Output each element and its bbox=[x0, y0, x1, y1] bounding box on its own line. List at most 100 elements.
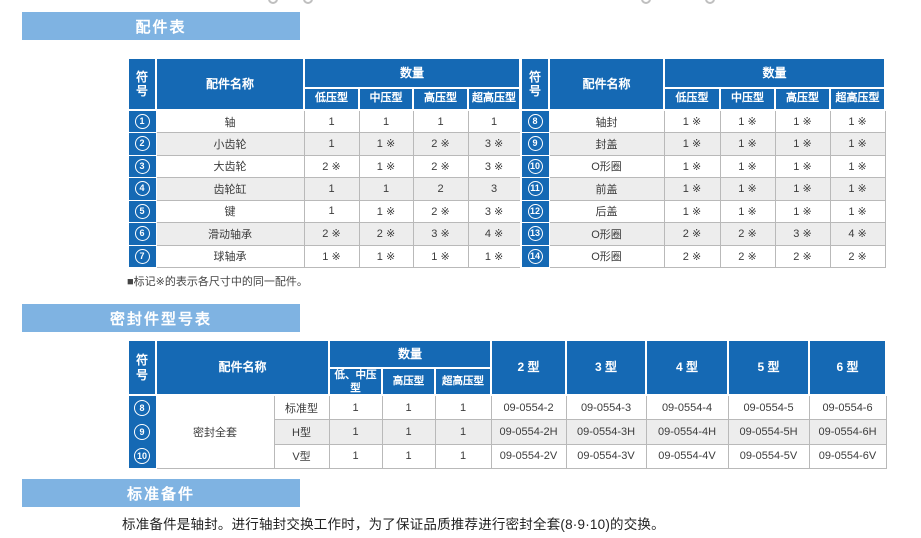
table-row: 9 封盖 1 ※ 1 ※ 1 ※ 1 ※ bbox=[520, 132, 886, 156]
model-number-cell: 09-0554-2V bbox=[490, 443, 567, 470]
model-number-cell: 09-0554-4H bbox=[645, 419, 729, 445]
qty-cell: 1 bbox=[434, 394, 492, 421]
qty-cell: 1 ※ bbox=[774, 154, 831, 178]
header-high-pressure: 高压型 bbox=[774, 87, 831, 111]
qty-cell: 1 ※ bbox=[829, 154, 886, 178]
qty-cell: 1 ※ bbox=[829, 109, 886, 133]
model-number-cell: 09-0554-6H bbox=[808, 419, 887, 445]
header-low-pressure: 低压型 bbox=[303, 87, 360, 111]
header-symbol: 符号 bbox=[127, 338, 157, 397]
qty-cell: 2 ※ bbox=[663, 222, 721, 246]
header-size-6: 6 型 bbox=[808, 338, 888, 397]
qty-cell: 1 ※ bbox=[774, 132, 831, 156]
qty-cell: 2 ※ bbox=[303, 222, 360, 246]
qty-cell: 1 bbox=[434, 419, 492, 445]
qty-cell: 3 bbox=[467, 177, 521, 201]
qty-cell: 2 ※ bbox=[412, 154, 469, 178]
table-row: 14 O形圈 2 ※ 2 ※ 2 ※ 2 ※ bbox=[520, 244, 886, 268]
table-row: 1 轴 1 1 1 1 bbox=[127, 109, 521, 133]
model-number-cell: 09-0554-4 bbox=[645, 394, 729, 421]
symbol-cell: 11 bbox=[520, 177, 550, 201]
qty-cell: 1 ※ bbox=[829, 199, 886, 223]
part-name-cell: 球轴承 bbox=[155, 244, 305, 268]
circled-number: 5 bbox=[134, 203, 150, 219]
symbol-cell: 8 bbox=[520, 109, 550, 133]
model-number-cell: 09-0554-2 bbox=[490, 394, 567, 421]
model-number-cell: 09-0554-5H bbox=[727, 419, 810, 445]
table-row: 8 9 10 密封全套 标准型 1 1 1 09-0554-2 09-0554-… bbox=[127, 394, 887, 470]
qty-cell: 2 ※ bbox=[412, 199, 469, 223]
symbol-cell: 1 bbox=[127, 109, 157, 133]
circled-number: 13 bbox=[527, 226, 543, 242]
section-banner-spares: 标准备件 bbox=[22, 479, 300, 507]
table-row: 7 球轴承 1 ※ 1 ※ 1 ※ 1 ※ bbox=[127, 244, 521, 268]
table-row: 2 小齿轮 1 1 ※ 2 ※ 3 ※ bbox=[127, 132, 521, 156]
circled-number: 12 bbox=[527, 203, 543, 219]
qty-cell: 1 ※ bbox=[663, 132, 721, 156]
qty-cell: 1 ※ bbox=[358, 132, 414, 156]
header-symbol: 符号 bbox=[520, 57, 550, 111]
section-banner-parts: 配件表 bbox=[22, 12, 300, 40]
parts-table-right: 符号 配件名称 数量 低压型 中压型 高压型 超高压型 8 轴封 1 ※ 1 ※… bbox=[520, 57, 887, 268]
table-row: 3 大齿轮 2 ※ 1 ※ 2 ※ 3 ※ bbox=[127, 154, 521, 178]
qty-cell: 1 ※ bbox=[358, 154, 414, 178]
model-number-cell: 09-0554-4V bbox=[645, 443, 729, 470]
part-name-cell: 前盖 bbox=[548, 177, 665, 201]
qty-cell: 1 ※ bbox=[719, 177, 776, 201]
qty-cell: 2 ※ bbox=[663, 244, 721, 268]
qty-cell: 1 ※ bbox=[358, 199, 414, 223]
header-mid-pressure: 中压型 bbox=[719, 87, 776, 111]
table-row: 11 前盖 1 ※ 1 ※ 1 ※ 1 ※ bbox=[520, 177, 886, 201]
qty-cell: 1 bbox=[434, 443, 492, 470]
qty-cell: 2 ※ bbox=[829, 244, 886, 268]
table-row: 5 键 1 1 ※ 2 ※ 3 ※ bbox=[127, 199, 521, 223]
symbol-cell: 7 bbox=[127, 244, 157, 268]
header-quantity: 数量 bbox=[328, 339, 493, 369]
qty-cell: 2 ※ bbox=[412, 132, 469, 156]
circled-number: 14 bbox=[527, 248, 543, 264]
part-name-cell: O形圈 bbox=[548, 244, 665, 268]
header-symbol: 符号 bbox=[127, 57, 157, 111]
qty-cell: 1 bbox=[381, 443, 436, 470]
part-name-cell: 轴 bbox=[155, 109, 305, 133]
model-number-cell: 09-0554-5V bbox=[727, 443, 810, 470]
table-row: V型 1 1 1 09-0554-2V 09-0554-3V 09-0554-4… bbox=[128, 443, 887, 470]
qty-cell: 3 ※ bbox=[467, 154, 521, 178]
qty-cell: 4 ※ bbox=[467, 222, 521, 246]
header-ultra-pressure: 超高压型 bbox=[466, 87, 522, 111]
qty-cell: 1 bbox=[303, 109, 360, 133]
table-row: 8 轴封 1 ※ 1 ※ 1 ※ 1 ※ bbox=[520, 109, 886, 133]
header-low-pressure: 低压型 bbox=[663, 87, 721, 111]
table-row: H型 1 1 1 09-0554-2H 09-0554-3H 09-0554-4… bbox=[128, 419, 887, 445]
qty-cell: 1 bbox=[467, 109, 521, 133]
model-number-cell: 09-0554-2H bbox=[490, 419, 567, 445]
cutoff-circle-artifact bbox=[641, 0, 651, 4]
qty-cell: 1 bbox=[358, 109, 414, 133]
qty-cell: 1 bbox=[381, 419, 436, 445]
qty-cell: 3 ※ bbox=[774, 222, 831, 246]
symbol-cell: 8 9 10 bbox=[127, 394, 157, 470]
symbol-cell: 13 bbox=[520, 222, 550, 246]
model-number-cell: 09-0554-3 bbox=[565, 394, 647, 421]
spares-description: 标准备件是轴封。进行轴封交换工作时，为了保证品质推荐进行密封全套(8·9·10)… bbox=[122, 517, 665, 532]
header-size-5: 5 型 bbox=[727, 338, 811, 397]
circled-number: 9 bbox=[527, 136, 543, 152]
qty-cell: 1 ※ bbox=[663, 199, 721, 223]
symbol-cell: 10 bbox=[520, 154, 550, 178]
qty-cell: 1 ※ bbox=[719, 132, 776, 156]
part-name-cell: 后盖 bbox=[548, 199, 665, 223]
table-row: 6 滑动轴承 2 ※ 2 ※ 3 ※ 4 ※ bbox=[127, 222, 521, 246]
qty-cell: 1 ※ bbox=[829, 177, 886, 201]
qty-cell: 1 ※ bbox=[719, 154, 776, 178]
qty-cell: 2 ※ bbox=[719, 222, 776, 246]
model-number-cell: 09-0554-5 bbox=[727, 394, 810, 421]
part-name-cell: 齿轮缸 bbox=[155, 177, 305, 201]
symbol-cell: 14 bbox=[520, 244, 550, 268]
header-low-mid-pressure: 低、中压型 bbox=[328, 366, 384, 397]
part-name-cell: O形圈 bbox=[548, 154, 665, 178]
header-quantity: 数量 bbox=[662, 57, 887, 89]
qty-cell: 1 ※ bbox=[774, 199, 831, 223]
qty-cell: 1 ※ bbox=[358, 244, 414, 268]
symbol-cell: 2 bbox=[127, 132, 157, 156]
